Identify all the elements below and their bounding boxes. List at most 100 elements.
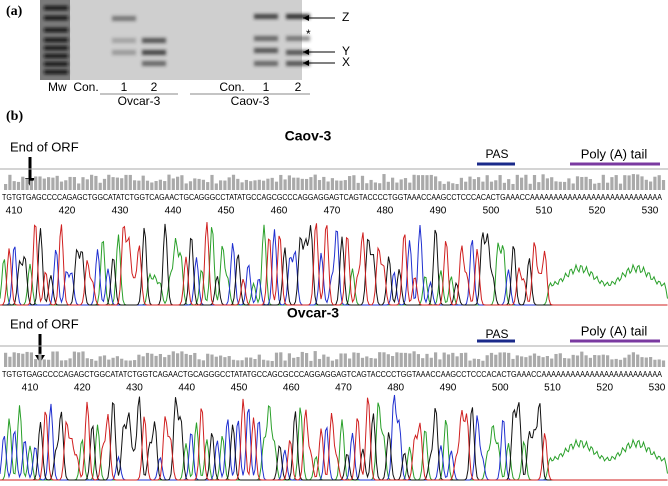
position-label: 480 (387, 383, 404, 394)
quality-bar (468, 360, 472, 367)
quality-bar (180, 175, 184, 190)
quality-bar (163, 357, 167, 367)
quality-bar (313, 351, 317, 367)
quality-bar (68, 358, 72, 367)
quality-bar (597, 355, 601, 367)
quality-bar (223, 357, 227, 367)
ladder-band (44, 38, 68, 42)
quality-bar (266, 178, 270, 190)
quality-bar (657, 359, 661, 367)
band-label: * (306, 27, 311, 41)
quality-bar (111, 177, 115, 190)
quality-bar (94, 175, 98, 190)
quality-bar (356, 182, 360, 190)
quality-bar (64, 180, 68, 190)
quality-bar (597, 182, 601, 190)
quality-bar (29, 180, 33, 190)
quality-bar (563, 181, 567, 190)
quality-bar (614, 175, 618, 190)
quality-bar (434, 352, 438, 367)
end-orf-label: End of ORF (10, 139, 79, 154)
panel-label: (b) (6, 109, 23, 124)
quality-bar (515, 355, 519, 367)
quality-bar (378, 183, 382, 190)
quality-bar (627, 175, 631, 190)
quality-bar (550, 177, 554, 190)
quality-bar (309, 177, 313, 190)
quality-bar (42, 178, 46, 190)
position-label: 460 (271, 206, 288, 217)
quality-bar (197, 178, 201, 190)
quality-bar (176, 176, 180, 190)
quality-bar (231, 359, 236, 367)
trace-title: Caov-3 (285, 128, 332, 144)
quality-bar (657, 175, 661, 190)
quality-bar (25, 351, 29, 367)
group-label: Caov-3 (231, 94, 270, 108)
group-label: Ovcar-3 (118, 94, 161, 108)
ladder-band (44, 62, 68, 66)
quality-bar (133, 180, 137, 190)
trace-line (0, 224, 668, 306)
gel-band (112, 38, 136, 43)
lane-label: 2 (151, 80, 158, 94)
gel-band (286, 61, 310, 66)
quality-bar (537, 182, 541, 190)
trace-title: Ovcar-3 (287, 305, 339, 321)
quality-bar (335, 359, 339, 367)
quality-bar (253, 358, 257, 367)
quality-bar (317, 358, 322, 367)
position-label: 440 (165, 206, 182, 217)
gel-band (286, 14, 310, 19)
quality-bar (38, 176, 42, 190)
quality-bar (16, 181, 21, 190)
quality-bar (296, 177, 300, 190)
position-label: 490 (440, 383, 457, 394)
quality-bar (59, 360, 64, 367)
quality-bar (636, 174, 640, 190)
position-label: 420 (74, 383, 91, 394)
end-orf-label: End of ORF (10, 316, 79, 331)
quality-bar (451, 183, 455, 190)
quality-bar (485, 175, 489, 190)
quality-bar (72, 351, 76, 367)
quality-bar (584, 176, 588, 190)
quality-bar (25, 178, 29, 190)
quality-bar (85, 179, 89, 190)
quality-bar (270, 360, 274, 367)
quality-bar (653, 176, 657, 190)
quality-bar (326, 356, 330, 367)
gel-band (142, 38, 166, 43)
ladder-band (44, 28, 68, 32)
quality-bar (601, 174, 605, 190)
quality-bar (77, 183, 81, 190)
quality-bar (287, 353, 291, 367)
polya-label: Poly (A) tail (581, 146, 648, 161)
quality-bar (102, 178, 107, 190)
quality-bar (201, 179, 205, 190)
quality-bar (154, 355, 158, 367)
quality-bar (580, 176, 584, 190)
quality-bar (446, 354, 451, 367)
quality-bar (34, 176, 38, 190)
quality-bar (158, 353, 162, 367)
position-label: 410 (22, 383, 39, 394)
quality-bar (373, 358, 377, 367)
gel-band (286, 50, 310, 55)
ladder-band (44, 6, 68, 10)
quality-bar (528, 355, 532, 367)
quality-bar (167, 354, 171, 367)
quality-bar (472, 179, 476, 190)
quality-bar (438, 359, 442, 367)
quality-bar (240, 360, 244, 367)
quality-bar (507, 179, 511, 190)
quality-bar (90, 174, 94, 190)
quality-bar (120, 178, 124, 190)
quality-bar (348, 358, 352, 367)
quality-bar (593, 183, 597, 190)
band-label: X (342, 55, 350, 69)
quality-bar (348, 176, 352, 190)
quality-bar (210, 174, 214, 190)
ladder-band (44, 16, 68, 20)
quality-bar (137, 354, 141, 367)
